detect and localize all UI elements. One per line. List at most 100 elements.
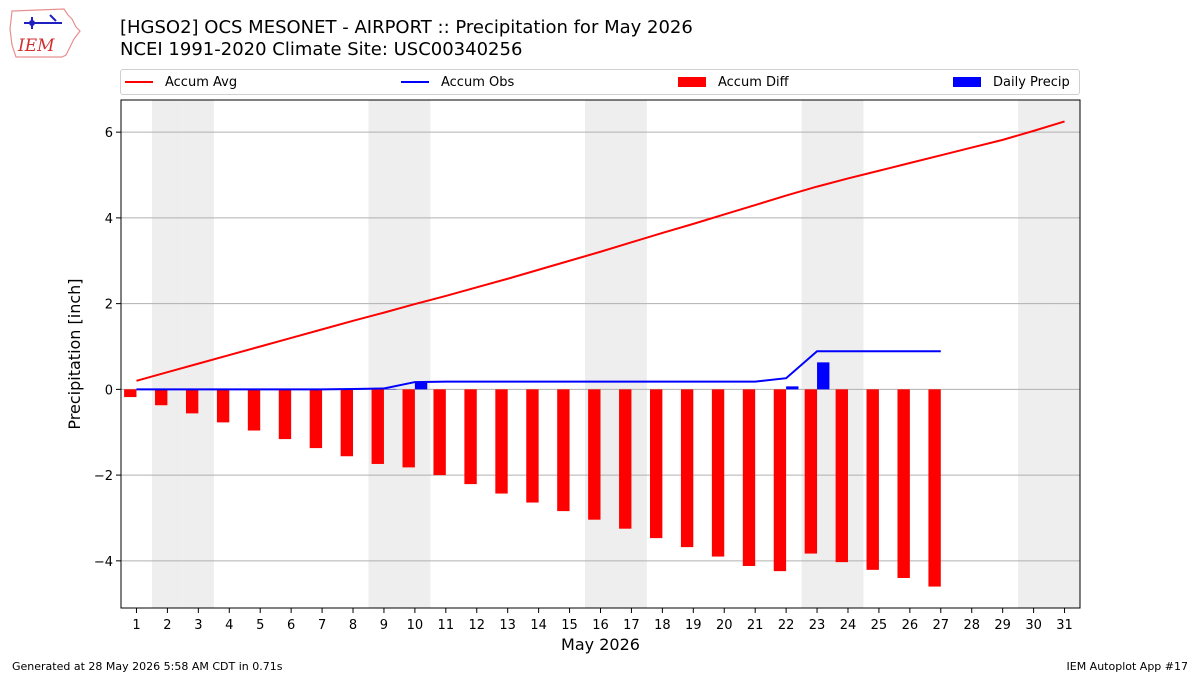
accum-diff-bar-15 xyxy=(557,389,570,512)
ytick-label--4: −4 xyxy=(94,555,113,570)
y-axis-label: Precipitation [inch] xyxy=(65,278,84,429)
accum-diff-bar-21 xyxy=(742,389,756,566)
weekend-shade-30 xyxy=(1018,100,1050,608)
ytick-label-4: 4 xyxy=(105,212,113,227)
legend-swatch-accum-obs xyxy=(401,81,429,83)
xtick-label-28: 28 xyxy=(963,618,980,633)
accum-diff-bar-25 xyxy=(866,389,879,570)
accum-diff-bar-6 xyxy=(278,389,292,440)
xtick-label-26: 26 xyxy=(902,618,919,633)
accum-diff-bar-22 xyxy=(773,389,787,572)
xtick-label-2: 2 xyxy=(163,618,171,633)
accum-diff-bar-13 xyxy=(495,389,508,494)
accum-diff-bar-24 xyxy=(835,389,848,563)
xtick-label-5: 5 xyxy=(256,618,264,633)
legend-swatch-accum-diff xyxy=(678,77,706,87)
weekend-shade-3 xyxy=(182,100,214,608)
weekend-shade-10 xyxy=(399,100,431,608)
accum-diff-bar-1 xyxy=(124,389,137,398)
chart-legend: Accum Avg Accum Obs Accum Diff Daily Pre… xyxy=(120,69,1080,95)
xtick-label-20: 20 xyxy=(716,618,733,633)
xtick-label-12: 12 xyxy=(468,618,485,633)
xtick-label-27: 27 xyxy=(933,618,950,633)
legend-swatch-daily-precip xyxy=(953,77,981,87)
legend-label-daily-precip: Daily Precip xyxy=(993,74,1070,90)
lines xyxy=(136,120,1065,391)
logo-text: IEM xyxy=(17,36,55,56)
chart-title: [HGSO2] OCS MESONET - AIRPORT :: Precipi… xyxy=(120,17,693,38)
accum-diff-bar-16 xyxy=(588,389,601,520)
accum-diff-bar-7 xyxy=(309,389,323,449)
y-axis-ticks: −4 −2 0 2 4 6 xyxy=(94,126,121,570)
ytick-label-6: 6 xyxy=(105,126,113,141)
xtick-label-16: 16 xyxy=(592,618,609,633)
accum-diff-bar-2 xyxy=(155,389,168,406)
xtick-label-14: 14 xyxy=(530,618,547,633)
xtick-label-8: 8 xyxy=(349,618,357,633)
accum-diff-bar-17 xyxy=(619,389,632,529)
xtick-label-25: 25 xyxy=(871,618,888,633)
daily-precip-bar-23 xyxy=(817,362,830,390)
weekend-shade-9 xyxy=(368,100,400,608)
xtick-label-13: 13 xyxy=(499,618,516,633)
accum-diff-bar-11 xyxy=(433,389,446,476)
app-id: IEM Autoplot App #17 xyxy=(1066,660,1189,673)
weekend-shade-2 xyxy=(151,100,183,608)
accum-diff-bar-4 xyxy=(216,389,230,423)
accum-diff-bar-14 xyxy=(526,389,539,503)
ytick-label-2: 2 xyxy=(105,298,113,313)
iowa-state-outline xyxy=(9,8,81,58)
xtick-label-23: 23 xyxy=(809,618,826,633)
xtick-label-17: 17 xyxy=(623,618,640,633)
xtick-label-30: 30 xyxy=(1025,618,1042,633)
ytick-label--2: −2 xyxy=(94,469,113,484)
xtick-label-3: 3 xyxy=(194,618,202,633)
xtick-label-9: 9 xyxy=(380,618,388,633)
weekend-shade-16 xyxy=(585,100,616,608)
accum-diff-bar-26 xyxy=(897,389,910,578)
xtick-label-31: 31 xyxy=(1056,618,1073,633)
weekend-shade-17 xyxy=(615,100,647,608)
accum-diff-bar-9 xyxy=(371,389,384,464)
xtick-label-1: 1 xyxy=(132,618,140,633)
accum-diff-bar-18 xyxy=(649,389,663,539)
accum-diff-bar-3 xyxy=(185,389,199,414)
legend-swatch-accum-avg xyxy=(125,81,153,83)
xtick-label-21: 21 xyxy=(747,618,764,633)
xtick-label-6: 6 xyxy=(287,618,295,633)
precip-chart: 1 2 3 4 5 6 7 8 9 10 11 12 13 14 15 16 17 18 19 20 21 22 23 24 2… xyxy=(65,99,1081,654)
xtick-label-24: 24 xyxy=(840,618,857,633)
xtick-label-22: 22 xyxy=(778,618,795,633)
legend-label-accum-obs: Accum Obs xyxy=(441,74,515,90)
legend-label-accum-avg: Accum Avg xyxy=(165,74,238,90)
legend-item-accum-avg: Accum Avg xyxy=(125,70,237,94)
daily-precip-bar-10 xyxy=(414,382,428,390)
legend-item-daily-precip: Daily Precip xyxy=(953,70,1070,94)
accum-diff-bar-19 xyxy=(680,389,694,548)
accum-obs-line xyxy=(136,350,941,391)
legend-item-accum-diff: Accum Diff xyxy=(678,70,789,94)
legend-item-accum-obs: Accum Obs xyxy=(401,70,514,94)
chart-subtitle: NCEI 1991-2020 Climate Site: USC00340256 xyxy=(120,39,523,60)
x-axis-ticks: 1 2 3 4 5 6 7 8 9 10 11 12 13 14 15 16 17 18 19 20 21 22 23 24 2… xyxy=(132,608,1073,633)
accum-diff-bar-23 xyxy=(804,389,818,554)
accum-diff-bar-20 xyxy=(711,389,725,557)
x-axis-label: May 2026 xyxy=(561,635,640,654)
iem-logo: IEM xyxy=(9,8,81,58)
bars xyxy=(124,362,941,587)
accum-diff-bar-10 xyxy=(402,389,415,468)
generated-timestamp: Generated at 28 May 2026 5:58 AM CDT in … xyxy=(12,660,283,673)
accum-diff-bar-8 xyxy=(340,389,354,457)
daily-precip-bar-22 xyxy=(786,386,799,390)
xtick-label-10: 10 xyxy=(407,618,424,633)
accum-avg-line xyxy=(136,120,1065,382)
xtick-label-4: 4 xyxy=(225,618,233,633)
accum-diff-bar-5 xyxy=(247,389,261,431)
xtick-label-7: 7 xyxy=(318,618,326,633)
ytick-label-0: 0 xyxy=(105,383,113,398)
xtick-label-15: 15 xyxy=(561,618,578,633)
accum-diff-bar-27 xyxy=(928,389,941,587)
weekend-shade-31 xyxy=(1049,100,1080,608)
legend-label-accum-diff: Accum Diff xyxy=(718,74,789,90)
xtick-label-19: 19 xyxy=(685,618,702,633)
